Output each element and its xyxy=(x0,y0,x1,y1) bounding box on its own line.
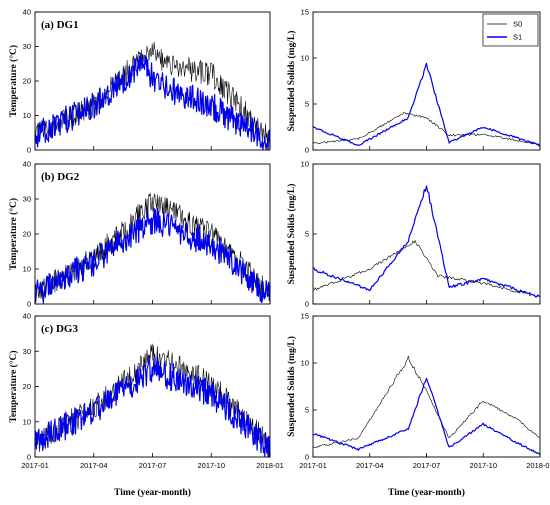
y-tick-label: 0 xyxy=(27,300,31,309)
chart-panel-4: 0 5 10 Suspended Solids (mg/L) xyxy=(286,160,541,309)
legend-label-s0: S0 xyxy=(513,20,522,29)
y-tick-label: 5 xyxy=(305,230,309,239)
x-tick-label: 2018-01 xyxy=(256,461,284,470)
y-axis-label: Suspended Solids (mg/L) xyxy=(286,336,297,437)
y-tick-label: 0 xyxy=(27,146,31,155)
series-line-s0 xyxy=(312,355,541,449)
y-tick-label: 20 xyxy=(23,77,31,86)
y-tick-label: 30 xyxy=(23,42,31,51)
plot-frame xyxy=(34,315,271,458)
series-line-s0 xyxy=(312,112,541,145)
x-tick-label: 2017-07 xyxy=(413,461,441,470)
y-tick-label: 10 xyxy=(23,265,31,274)
y-tick-label: 0 xyxy=(305,146,309,155)
chart-panel-5: 0 10 20 30 40 2017-01 2017-04 2017-07 2017-10 201… xyxy=(8,312,284,498)
y-tick-label: 0 xyxy=(305,300,309,309)
legend-label-s1: S1 xyxy=(513,33,522,42)
y-axis-label: Temperature (°C) xyxy=(8,45,19,117)
x-tick-label: 2017-10 xyxy=(197,461,225,470)
y-tick-label: 40 xyxy=(23,160,31,169)
chart-panel-3: 0 10 20 30 40 Temperature (°C) (b) DG2 xyxy=(8,160,271,309)
series-line-s1 xyxy=(312,185,541,298)
series-line-s0 xyxy=(34,343,271,457)
panel-label: (a) DG1 xyxy=(41,19,79,31)
series-line-s0 xyxy=(34,41,271,145)
series-line-s1 xyxy=(34,356,270,458)
x-axis-label: Time (year-month) xyxy=(114,487,191,498)
series-line-s1 xyxy=(34,207,271,304)
y-axis-label: Suspended Solids (mg/L) xyxy=(286,31,297,132)
y-tick-label: 5 xyxy=(305,100,309,109)
chart-panel-6: 0 5 10 15 2017-01 2017-04 2017-07 2017-10 2018-0… xyxy=(286,312,550,498)
x-axis-label: Time (year-month) xyxy=(388,487,465,498)
y-tick-label: 40 xyxy=(23,8,31,17)
chart-panel-1: 0 10 20 30 40 Temperature (°C) (a) DG1 xyxy=(8,8,271,155)
y-tick-label: 10 xyxy=(301,359,309,368)
y-tick-label: 10 xyxy=(301,54,309,63)
y-tick-label: 15 xyxy=(301,312,309,321)
x-tick-label: 2017-10 xyxy=(469,461,497,470)
x-tick-label: 2018-01 xyxy=(526,461,550,470)
y-tick-label: 10 xyxy=(301,160,309,169)
series-line-s1 xyxy=(34,52,271,151)
x-tick-label: 2017-01 xyxy=(21,461,49,470)
y-axis-label: Suspended Solids (mg/L) xyxy=(286,184,297,285)
y-tick-label: 15 xyxy=(301,8,309,17)
y-axis-label: Temperature (°C) xyxy=(8,350,19,422)
x-tick-label: 2017-04 xyxy=(80,461,108,470)
series-line-s0 xyxy=(312,240,541,298)
y-tick-label: 0 xyxy=(305,453,309,462)
y-tick-label: 10 xyxy=(23,111,31,120)
x-tick-label: 2017-04 xyxy=(356,461,384,470)
y-tick-label: 40 xyxy=(23,312,31,321)
y-axis-label: Temperature (°C) xyxy=(8,198,19,270)
legend-box xyxy=(482,13,539,47)
x-tick-label: 2017-07 xyxy=(139,461,167,470)
series-line-s1 xyxy=(312,377,541,456)
panel-label: (c) DG3 xyxy=(41,323,78,335)
series-line-s1 xyxy=(312,62,541,147)
y-tick-label: 10 xyxy=(23,417,31,426)
y-tick-label: 5 xyxy=(305,406,309,415)
y-tick-label: 20 xyxy=(23,230,31,239)
series-line-s0 xyxy=(34,193,271,300)
y-tick-label: 30 xyxy=(23,347,31,356)
y-tick-label: 30 xyxy=(23,195,31,204)
y-tick-label: 0 xyxy=(27,453,31,462)
y-tick-label: 20 xyxy=(23,382,31,391)
panel-label: (b) DG2 xyxy=(41,171,80,183)
x-tick-label: 2017-01 xyxy=(299,461,327,470)
